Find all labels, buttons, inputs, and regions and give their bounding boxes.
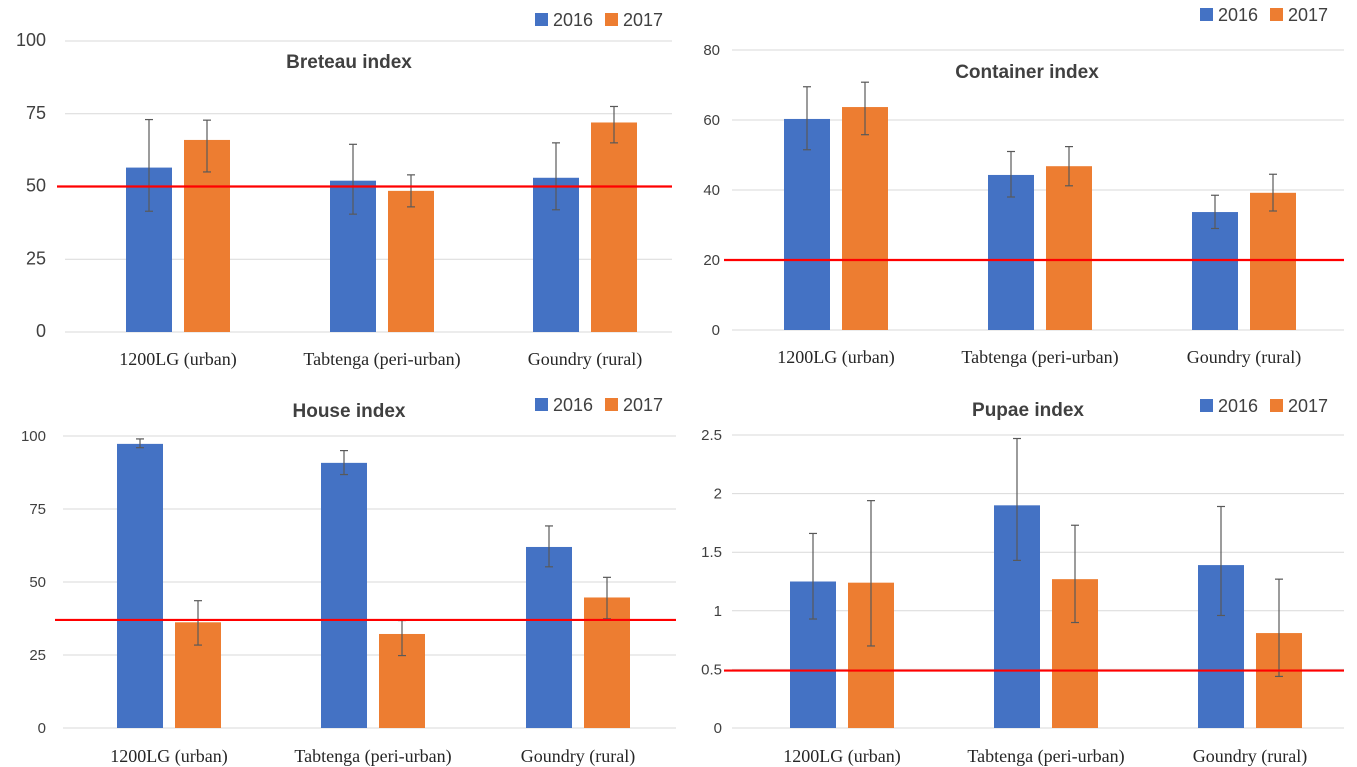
y-tick-label: 25 <box>26 248 46 268</box>
bar-2017 <box>591 122 637 332</box>
chart-title: Container index <box>955 62 1099 83</box>
legend-label-2016: 2016 <box>1218 5 1258 25</box>
bar-2016 <box>988 174 1034 330</box>
x-tick-label: Goundry (rural) <box>1193 746 1307 767</box>
chart-title: House index <box>293 401 406 422</box>
y-tick-label: 1 <box>714 603 722 620</box>
chart-house-index: 0 25 50 75 100 House index 2016 2017 1200LG (urb… <box>21 395 676 767</box>
legend-label-2016: 2016 <box>1218 396 1258 416</box>
legend-swatch-2016 <box>535 13 548 26</box>
legend-label-2016: 2016 <box>553 395 593 415</box>
legend-label-2017: 2017 <box>1288 396 1328 416</box>
chart-container-index: 0 20 40 60 80 Container index 2016 2017 1200LG (… <box>703 5 1344 368</box>
y-tick-label: 100 <box>16 30 46 50</box>
legend-swatch-2017 <box>1270 8 1283 21</box>
y-tick-label: 40 <box>703 182 720 199</box>
bar-2017 <box>1250 192 1296 330</box>
legend-label-2017: 2017 <box>1288 5 1328 25</box>
x-tick-label: Tabtenga (peri-urban) <box>294 746 451 767</box>
x-tick-label: 1200LG (urban) <box>783 746 900 767</box>
y-tick-label: 75 <box>26 103 46 123</box>
legend-label-2017: 2017 <box>623 395 663 415</box>
chart-title: Breteau index <box>286 52 412 73</box>
bar-2016 <box>526 546 572 728</box>
legend-swatch-2016 <box>1200 8 1213 21</box>
x-tick-label: Tabtenga (peri-urban) <box>967 746 1124 767</box>
bar-2016 <box>1192 212 1238 330</box>
y-tick-label: 1.5 <box>701 544 722 561</box>
bar-2017 <box>388 190 434 332</box>
x-tick-label: 1200LG (urban) <box>110 746 227 767</box>
legend-label-2017: 2017 <box>623 10 663 30</box>
legend: 2016 2017 <box>535 10 663 30</box>
legend-label-2016: 2016 <box>553 10 593 30</box>
x-tick-label: Goundry (rural) <box>528 349 642 370</box>
y-tick-label: 100 <box>21 428 46 445</box>
y-tick-label: 0 <box>38 720 46 737</box>
x-tick-label: Goundry (rural) <box>1187 347 1301 368</box>
legend-swatch-2017 <box>1270 399 1283 412</box>
x-tick-label: 1200LG (urban) <box>777 347 894 368</box>
y-tick-label: 75 <box>29 501 46 518</box>
y-tick-label: 25 <box>29 647 46 664</box>
chart-pupae-index: 0 0.5 1 1.5 2 2.5 Pupae index 2016 2017 1200LG (u… <box>701 396 1344 767</box>
y-tick-label: 0.5 <box>701 661 722 678</box>
y-tick-label: 20 <box>703 252 720 269</box>
bar-2017 <box>842 107 888 330</box>
x-tick-label: Tabtenga (peri-urban) <box>303 349 460 370</box>
legend: 2016 2017 <box>535 395 663 415</box>
y-tick-label: 50 <box>29 574 46 591</box>
y-tick-label: 50 <box>26 176 46 196</box>
chart-title: Pupae index <box>972 400 1084 421</box>
y-tick-label: 0 <box>36 321 46 341</box>
x-tick-label: Goundry (rural) <box>521 746 635 767</box>
y-tick-label: 2 <box>714 486 722 503</box>
legend-swatch-2017 <box>605 13 618 26</box>
bar-2016 <box>321 462 367 728</box>
y-tick-label: 0 <box>712 322 720 339</box>
y-tick-label: 80 <box>703 42 720 59</box>
legend: 2016 2017 <box>1200 5 1328 25</box>
x-tick-label: Tabtenga (peri-urban) <box>961 347 1118 368</box>
legend-swatch-2016 <box>1200 399 1213 412</box>
bar-2017 <box>1046 166 1092 330</box>
y-tick-label: 2.5 <box>701 427 722 444</box>
legend: 2016 2017 <box>1200 396 1328 416</box>
legend-swatch-2017 <box>605 398 618 411</box>
x-tick-label: 1200LG (urban) <box>119 349 236 370</box>
bar-2016 <box>117 443 163 728</box>
y-tick-label: 60 <box>703 112 720 129</box>
bar-2016 <box>784 118 830 330</box>
y-tick-label: 0 <box>714 720 722 737</box>
chart-breteau-index: 0 25 50 75 100 Breteau index 2016 2017 1200LG (u… <box>16 10 672 370</box>
legend-swatch-2016 <box>535 398 548 411</box>
